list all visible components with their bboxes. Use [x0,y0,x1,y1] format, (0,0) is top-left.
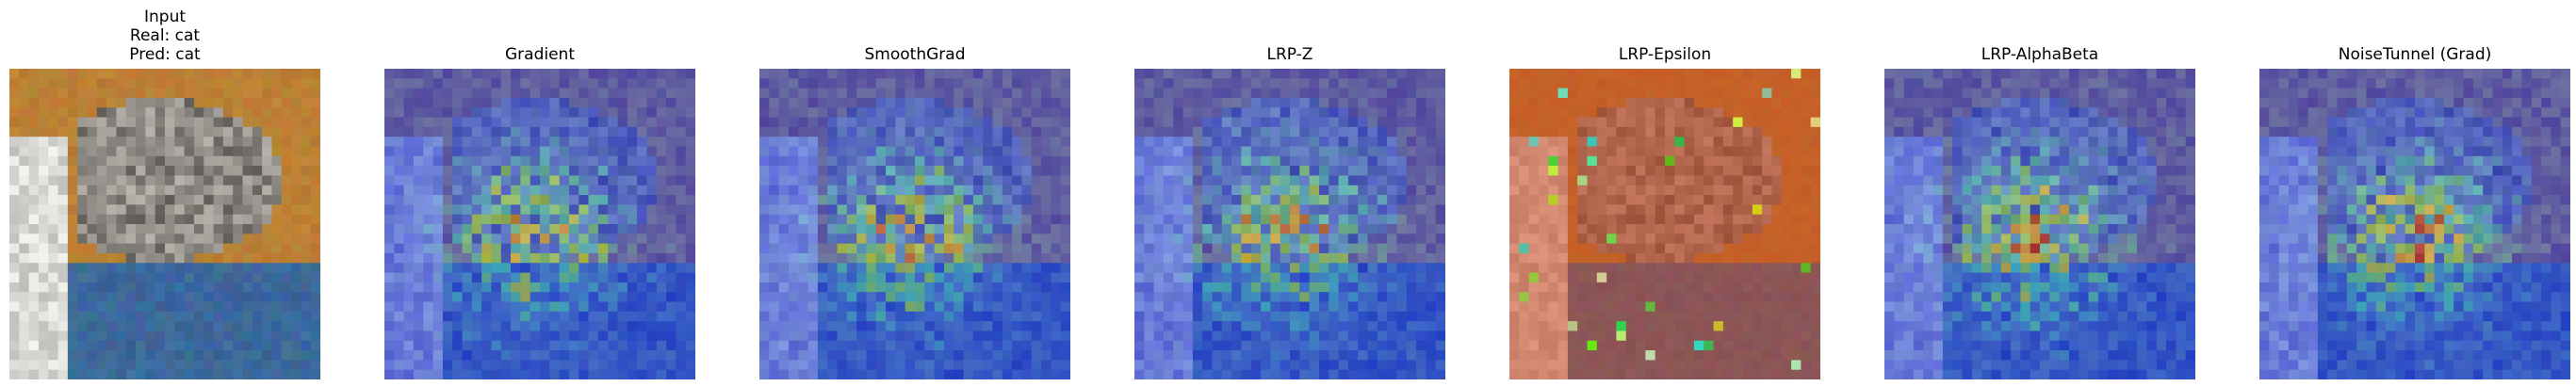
input-title-line-2: Real: cat [129,26,201,45]
lrp-epsilon-heatmap [1509,69,1820,379]
pixel-grid [384,69,695,379]
input-image [9,69,320,379]
pixel-grid [1134,69,1445,379]
noisetunnel-grad-title: NoiseTunnel (Grad) [2338,45,2492,64]
input-title: Input Real: cat Pred: cat [9,8,320,64]
noisetunnel-grad-heatmap [2259,69,2570,379]
pixel-grid [1509,69,1820,379]
pixel-grid [2259,69,2570,379]
panel-noisetunnel-grad: NoiseTunnel (Grad) [2259,0,2570,387]
panel-lrp-epsilon: LRP-Epsilon [1509,0,1820,387]
panel-lrp-z: LRP-Z [1134,0,1445,387]
pixel-grid [759,69,1070,379]
gradient-title: Gradient [505,45,575,64]
lrp-z-title: LRP-Z [1266,45,1313,64]
input-title-line-3: Pred: cat [129,45,201,64]
panel-gradient: Gradient [384,0,695,387]
pixel-grid [1884,69,2195,379]
smoothgrad-heatmap [759,69,1070,379]
gradient-heatmap [384,69,695,379]
smoothgrad-title: SmoothGrad [864,45,966,64]
lrp-alphabeta-title: LRP-AlphaBeta [1981,45,2099,64]
pixel-grid [9,69,320,379]
panel-smoothgrad: SmoothGrad [759,0,1070,387]
panel-lrp-alphabeta: LRP-AlphaBeta [1884,0,2195,387]
lrp-z-heatmap [1134,69,1445,379]
input-title-line-1: Input [143,8,187,26]
lrp-epsilon-title: LRP-Epsilon [1618,45,1712,64]
input-panel: Input Real: cat Pred: cat [9,0,320,387]
lrp-alphabeta-heatmap [1884,69,2195,379]
